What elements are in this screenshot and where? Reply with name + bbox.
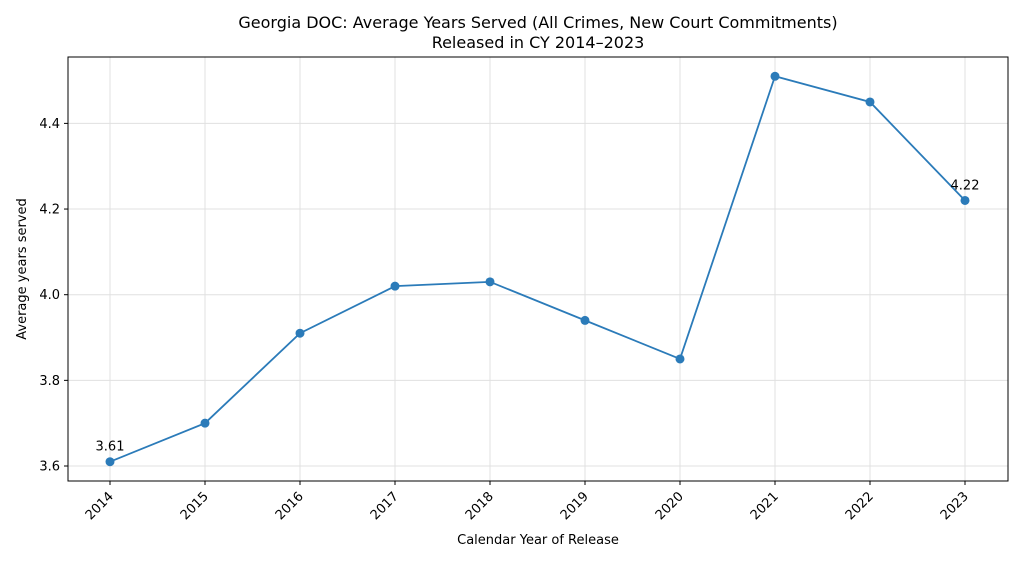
y-axis-label: Average years served [15,198,30,339]
data-point [865,97,875,107]
chart-title-line-1: Georgia DOC: Average Years Served (All C… [238,13,837,32]
x-tick-label: 2019 [558,489,592,523]
data-point [105,457,115,467]
x-tick-label: 2020 [653,489,687,523]
x-tick-label: 2015 [178,489,212,523]
y-tick-label: 4.4 [39,117,60,132]
data-point [770,71,780,81]
y-tick-label: 4.2 [39,203,60,218]
data-labels: 3.61 4.22 [96,178,980,454]
series-line [109,75,966,463]
data-point [580,315,590,325]
grid [68,57,1008,481]
data-point [295,328,305,338]
data-point [960,195,970,205]
x-tick-label: 2021 [748,489,782,523]
y-axis: 3.6 3.8 4.0 4.2 4.4 [39,117,68,475]
y-tick-label: 4.0 [39,288,60,303]
x-tick-label: 2014 [83,489,117,523]
plot-frame [67,56,1009,482]
y-tick-label: 3.8 [39,374,60,389]
data-point [675,354,685,364]
x-tick-label: 2017 [368,489,402,523]
y-tick-label: 3.6 [39,460,60,475]
series-markers [105,71,970,467]
x-axis: 2014 2015 2016 2017 2018 2019 2020 2021 2022 2023 [83,481,972,523]
x-tick-label: 2016 [273,489,307,523]
data-label: 4.22 [951,178,980,193]
x-axis-label: Calendar Year of Release [457,533,619,548]
x-tick-label: 2018 [463,489,497,523]
data-label: 3.61 [96,440,125,455]
data-point [200,418,210,428]
data-point [390,281,400,291]
x-tick-label: 2022 [843,489,877,523]
data-point [485,277,495,287]
chart-title-line-2: Released in CY 2014–2023 [432,33,645,52]
x-tick-label: 2023 [938,489,972,523]
